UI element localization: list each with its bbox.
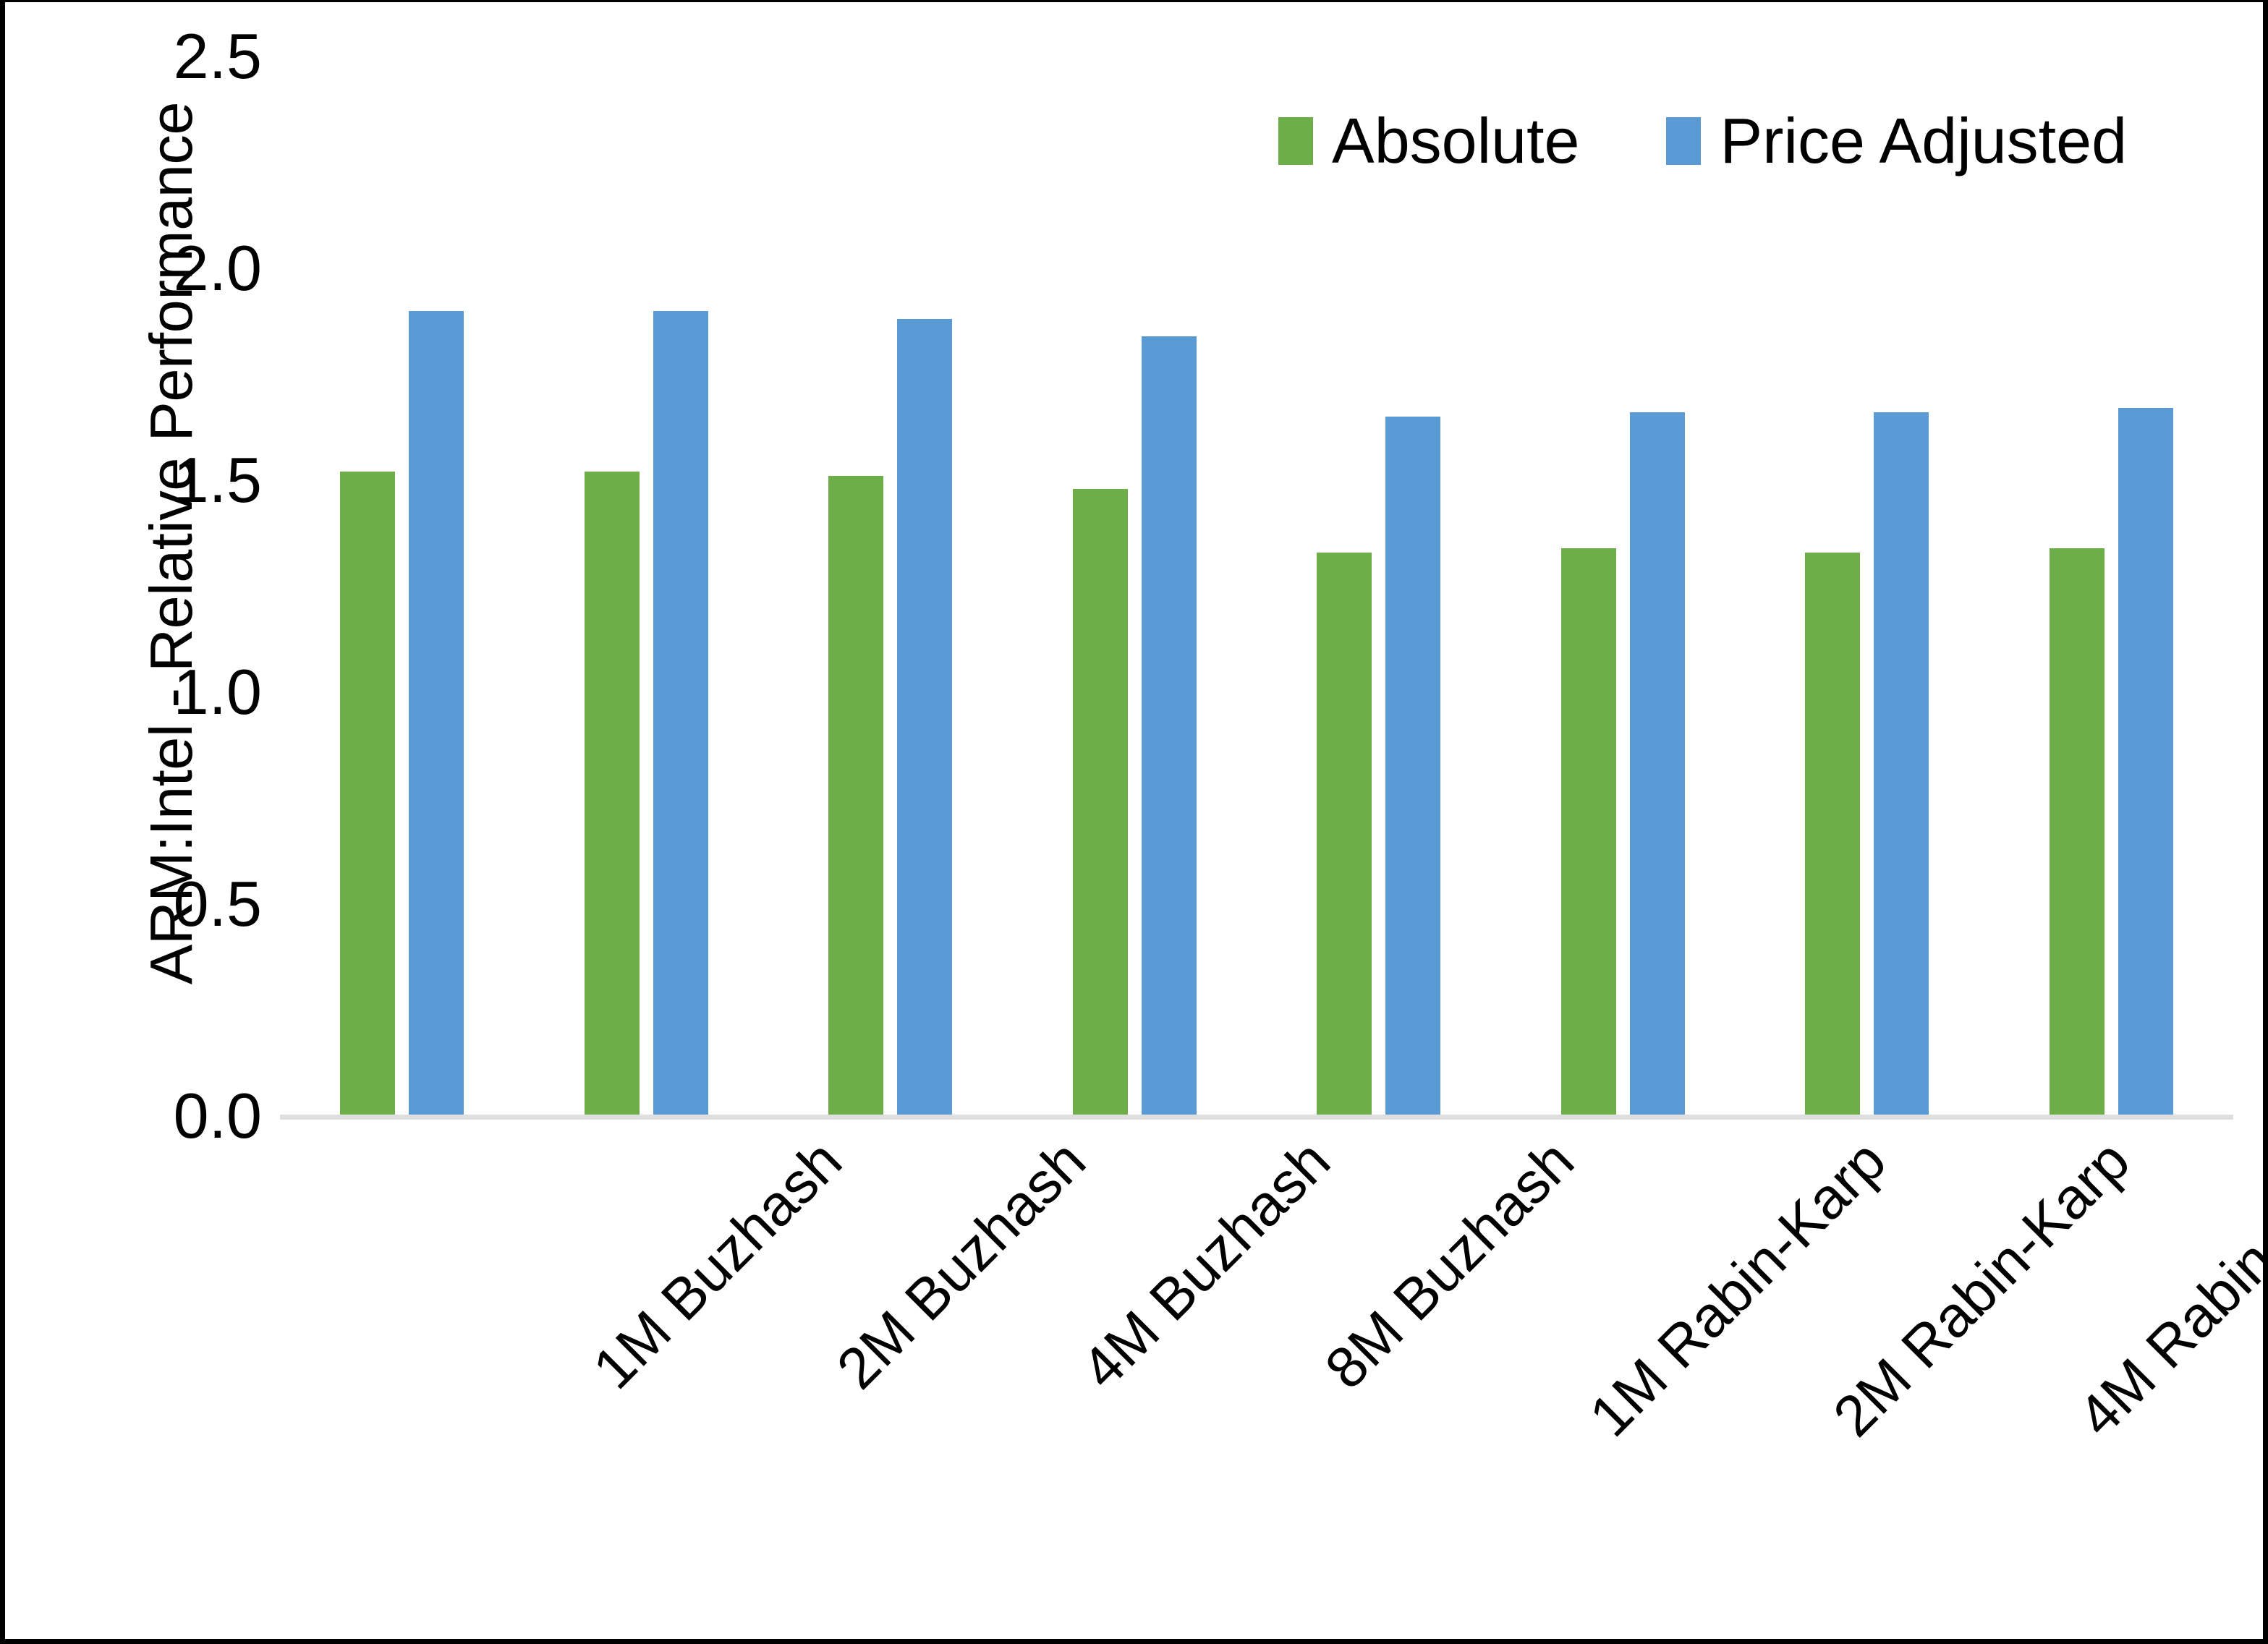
bar-group <box>1501 56 1746 1116</box>
bar-price-adjusted[interactable] <box>409 310 464 1116</box>
y-axis-tick-label: 1.0 <box>173 656 262 728</box>
bar-group <box>1013 56 1257 1116</box>
legend-label: Absolute <box>1332 105 1580 176</box>
x-axis-line <box>280 1115 2233 1120</box>
bar-price-adjusted[interactable] <box>897 319 953 1116</box>
bar-absolute[interactable] <box>1805 552 1861 1116</box>
y-axis-tick-label: 2.0 <box>173 232 262 304</box>
bar-absolute[interactable] <box>584 472 640 1116</box>
legend-swatch-icon <box>1666 117 1702 165</box>
x-axis-tick-labels: 1M Buzhash 2M Buzhash 4M Buzhash 8M Buzhash… <box>280 1128 2263 1637</box>
bar-absolute[interactable] <box>2049 548 2105 1116</box>
bar-absolute[interactable] <box>1560 548 1616 1116</box>
plot-area <box>280 56 2233 1116</box>
bar-price-adjusted[interactable] <box>1385 417 1441 1116</box>
x-axis-tick-label: 8M Buzhash <box>1312 1128 1587 1401</box>
chart-legend: Absolute Price Adjusted <box>1278 109 2127 173</box>
y-axis-tick-label: 1.5 <box>173 444 262 516</box>
bar-absolute[interactable] <box>1317 552 1372 1116</box>
bar-group <box>768 56 1013 1116</box>
bar-absolute[interactable] <box>828 476 884 1116</box>
bar-group <box>280 56 524 1116</box>
bar-group <box>1745 56 1989 1116</box>
y-axis-tick-labels: 2.5 2.0 1.5 1.0 0.5 0.0 <box>5 2 262 1639</box>
bar-price-adjusted[interactable] <box>653 310 708 1116</box>
x-axis-tick-label: 4M Buzhash <box>1069 1128 1342 1401</box>
bar-price-adjusted[interactable] <box>1874 412 1929 1116</box>
legend-swatch-icon <box>1278 117 1313 165</box>
bar-absolute[interactable] <box>340 472 396 1116</box>
y-axis-tick-label: 2.5 <box>173 20 262 92</box>
bar-group <box>1257 56 1501 1116</box>
bar-group <box>524 56 769 1116</box>
x-axis-tick-label: 1M Buzhash <box>580 1128 854 1401</box>
bar-price-adjusted[interactable] <box>1141 336 1197 1116</box>
bar-absolute[interactable] <box>1072 488 1128 1116</box>
bar-price-adjusted[interactable] <box>1629 412 1685 1116</box>
legend-item[interactable]: Absolute <box>1278 109 1579 173</box>
y-axis-tick-label: 0.5 <box>173 868 262 940</box>
legend-label: Price Adjusted <box>1720 105 2128 176</box>
y-axis-tick-label: 0.0 <box>173 1080 262 1151</box>
bar-group <box>1989 56 2234 1116</box>
x-axis-tick-label: 2M Buzhash <box>824 1128 1098 1401</box>
legend-item[interactable]: Price Adjusted <box>1666 109 2127 173</box>
bar-price-adjusted[interactable] <box>2118 408 2173 1116</box>
